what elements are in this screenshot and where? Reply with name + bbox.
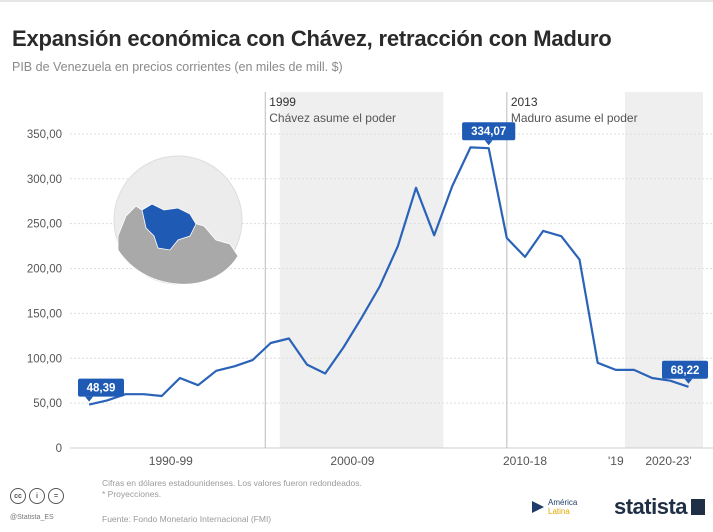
statista-wordmark: statista <box>614 494 688 519</box>
data-label-text-1: 334,07 <box>471 126 506 138</box>
data-label-box-2 <box>662 360 708 379</box>
data-label-text-0: 48,39 <box>87 383 116 395</box>
x-group-label-2: 2010-18 <box>503 454 547 468</box>
footer-notes: Cifras en dólares estadounidenses. Los v… <box>102 478 362 500</box>
x-group-label-4: 2020-23' <box>645 454 691 468</box>
statista-logo: statista <box>614 494 706 520</box>
shaded-period-1 <box>624 92 703 448</box>
data-label-box-1 <box>462 122 516 141</box>
y-tick-label-3: 150,00 <box>27 308 62 320</box>
x-group-label-0: 1990-99 <box>149 454 193 468</box>
footer-source: Fuente: Fondo Monetario Internacional (F… <box>102 514 272 524</box>
y-tick-label-0: 0 <box>56 443 62 455</box>
y-tick-label-7: 350,00 <box>27 129 62 141</box>
partner-logo-line1: América <box>548 498 578 507</box>
shaded-period-0 <box>279 92 444 448</box>
venezuela-shape <box>141 203 197 251</box>
footer-note-projections: * Proyecciones. <box>102 489 162 499</box>
top-rule <box>0 0 713 2</box>
y-tick-label-4: 200,00 <box>27 264 62 276</box>
america-latina-logo: América Latina <box>532 498 577 516</box>
annotation-text-0: Chávez asume el poder <box>269 111 396 125</box>
data-label-pointer-1 <box>484 140 493 146</box>
data-label-pointer-2 <box>684 378 693 384</box>
y-tick-label-6: 300,00 <box>27 174 62 186</box>
data-label-1: 334,07 <box>462 122 516 146</box>
data-label-pointer-0 <box>85 396 94 402</box>
data-label-0: 48,39 <box>78 378 124 402</box>
y-tick-label-5: 250,00 <box>27 219 62 231</box>
series-line <box>88 146 689 406</box>
partner-logo-line2: Latina <box>548 507 570 516</box>
by-icon: i <box>29 488 45 504</box>
cc-icon: cc <box>10 488 26 504</box>
y-tick-label-1: 50,00 <box>33 398 62 410</box>
chart-subtitle: PIB de Venezuela en precios corrientes (… <box>12 60 343 74</box>
social-handle: @Statista_ES <box>10 514 54 521</box>
data-label-2: 68,22 <box>662 360 708 384</box>
annotation-text-1: Maduro asume el poder <box>511 111 638 125</box>
annotation-year-0: 1999 <box>269 95 296 109</box>
annotation-year-1: 2013 <box>511 95 538 109</box>
venezuela-map-inset <box>113 155 243 285</box>
license-icons: cc i = <box>10 488 64 504</box>
footer-note-rounding: Cifras en dólares estadounidenses. Los v… <box>102 478 362 488</box>
chart-title: Expansión económica con Chávez, retracci… <box>12 26 612 51</box>
x-group-label-3: '19 <box>608 454 624 468</box>
statista-mark-icon <box>691 499 706 515</box>
data-label-text-2: 68,22 <box>671 365 700 377</box>
america-latina-arrow-icon <box>532 501 544 513</box>
y-tick-label-2: 100,00 <box>27 353 62 365</box>
x-group-label-1: 2000-09 <box>330 454 374 468</box>
data-label-box-0 <box>78 378 124 397</box>
nd-icon: = <box>48 488 64 504</box>
